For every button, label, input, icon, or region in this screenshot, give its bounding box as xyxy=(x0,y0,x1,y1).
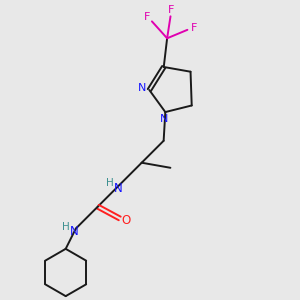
Text: N: N xyxy=(114,182,122,195)
Text: N: N xyxy=(70,226,79,238)
Text: F: F xyxy=(144,12,150,22)
Text: F: F xyxy=(191,23,197,33)
Text: H: H xyxy=(106,178,114,188)
Text: N: N xyxy=(138,83,146,93)
Text: N: N xyxy=(159,115,168,124)
Text: O: O xyxy=(122,214,131,226)
Text: F: F xyxy=(168,5,174,15)
Text: H: H xyxy=(62,222,70,232)
